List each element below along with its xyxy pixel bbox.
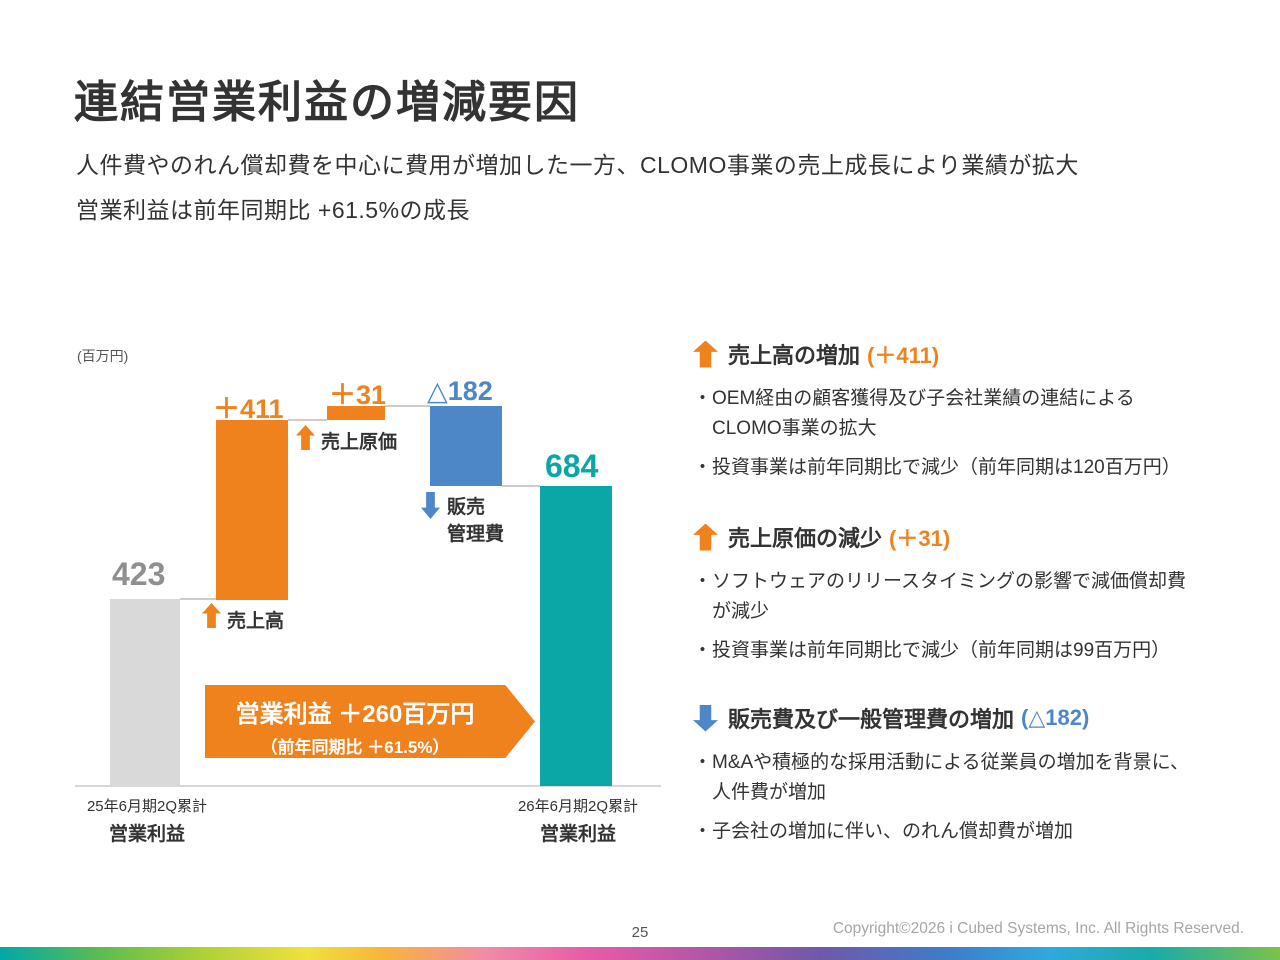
connector-line — [385, 405, 430, 407]
section-title: 売上原価の減少 — [728, 526, 883, 551]
bar-value-label: 684 — [545, 448, 599, 484]
bar-value-label: 423 — [112, 556, 166, 592]
bullet-line: が減少 — [712, 601, 770, 622]
bar-sga-increase — [430, 406, 502, 486]
bullet-line: ・ソフトウェアのリリースタイミングの影響で減価償却費 — [693, 571, 1187, 592]
bar-revenue-increase — [216, 420, 288, 600]
section-header: 販売費及び一般管理費の増加 (△182) — [693, 702, 1225, 734]
bullet-line: ・投資事業は前年同期比で減少（前年同期は120百万円） — [693, 457, 1181, 478]
banner-main-text: 営業利益 ＋260百万円 — [235, 701, 475, 728]
x-axis-label-right: 26年6月期2Q累計 営業利益 — [503, 795, 653, 846]
bar-value-label: △182 — [427, 376, 493, 406]
bar-cogs-decrease — [327, 406, 385, 420]
brand-rainbow-bar — [0, 947, 1280, 960]
bullet-line: ・投資事業は前年同期比で減少（前年同期は99百万円） — [693, 640, 1171, 661]
up-arrow-icon — [202, 603, 221, 628]
annotation-sga-line-1: 販売 — [447, 497, 486, 518]
section-revenue-increase: 売上高の増加 (＋411) ・OEM経由の顧客獲得及び子会社業績の連結による C… — [693, 338, 1225, 483]
connector-line — [502, 485, 540, 487]
x-axis-metric: 営業利益 — [539, 824, 616, 845]
connector-line — [288, 419, 327, 421]
section-value: (△182) — [1021, 705, 1090, 730]
banner-sub-text: （前年同期比 ＋61.5%） — [260, 738, 450, 757]
section-cogs-decrease: 売上原価の減少 (＋31) ・ソフトウェアのリリースタイミングの影響で減価償却費… — [693, 521, 1225, 666]
bar-value-label: ＋31 — [329, 380, 387, 410]
bar-end-operating-profit — [540, 486, 612, 786]
subtitle-line-2: 営業利益は前年同期比 +61.5%の成長 — [76, 197, 471, 223]
bar-value-label: ＋411 — [213, 394, 284, 424]
bullet-line: ・OEM経由の顧客獲得及び子会社業績の連結による — [693, 388, 1135, 409]
connector-line — [180, 598, 216, 600]
section-header: 売上原価の減少 (＋31) — [693, 521, 1225, 553]
bullet-line: ・M&Aや積極的な採用活動による従業員の増加を背景に、 — [693, 752, 1190, 773]
copyright-text: Copyright©2026 i Cubed Systems, Inc. All… — [832, 920, 1244, 937]
up-arrow-icon — [693, 340, 718, 368]
operating-profit-banner: 営業利益 ＋260百万円 （前年同期比 ＋61.5%） — [205, 685, 535, 758]
x-axis-period: 26年6月期2Q累計 — [517, 798, 639, 815]
bullet-line: 人件費が増加 — [712, 782, 827, 803]
x-axis-metric: 営業利益 — [108, 824, 185, 845]
section-title: 売上高の増加 — [728, 343, 861, 368]
section-header: 売上高の増加 (＋411) — [693, 338, 1225, 370]
chart-baseline — [75, 785, 661, 787]
section-sga-increase: 販売費及び一般管理費の増加 (△182) ・M&Aや積極的な採用活動による従業員… — [693, 702, 1225, 847]
up-arrow-icon — [296, 425, 315, 450]
down-arrow-icon — [421, 492, 440, 519]
section-value: (＋31) — [889, 526, 951, 551]
subtitle-line-1: 人件費やのれん償却費を中心に費用が増加した一方、CLOMO事業の売上成長により業… — [76, 152, 1079, 178]
x-axis-label-left: 25年6月期2Q累計 営業利益 — [72, 795, 222, 846]
annotation-sga-line-2: 管理費 — [447, 524, 505, 545]
bullet-line: CLOMO事業の拡大 — [712, 418, 877, 439]
page-title: 連結営業利益の増減要因 — [74, 78, 580, 127]
section-title: 販売費及び一般管理費の増加 — [728, 707, 1015, 732]
bar-start-operating-profit — [110, 599, 180, 786]
annotation-revenue: 売上高 — [227, 611, 285, 632]
down-arrow-icon — [693, 704, 718, 732]
bullet-line: ・子会社の増加に伴い、のれん償却費が増加 — [693, 821, 1074, 842]
section-value: (＋411) — [867, 343, 940, 368]
annotation-cogs: 売上原価 — [321, 432, 398, 453]
page-number: 25 — [631, 924, 649, 941]
up-arrow-icon — [693, 523, 718, 551]
x-axis-period: 25年6月期2Q累計 — [86, 798, 208, 815]
unit-label: (百万円) — [77, 348, 129, 364]
